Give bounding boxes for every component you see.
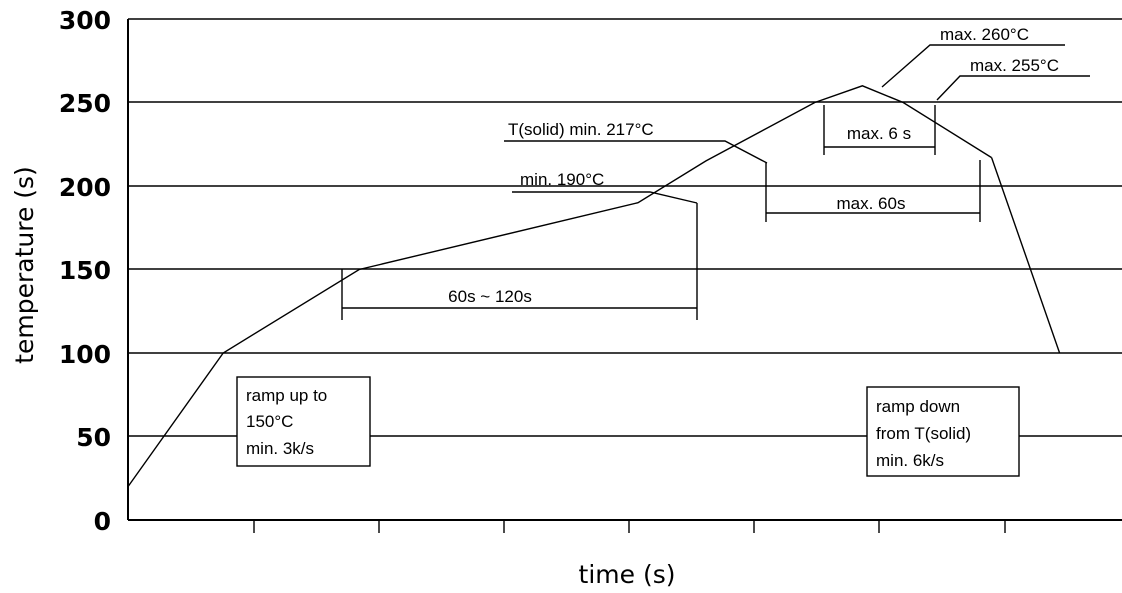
- y-axis-title: temperature (s): [10, 166, 39, 364]
- label-tsolid: T(solid) min. 217°C: [508, 120, 654, 139]
- dimension-lines: [341, 44, 1090, 320]
- ramp-down-line-1: ramp down: [876, 397, 960, 416]
- label-max255: max. 255°C: [970, 56, 1059, 75]
- ramp-down-line-3: min. 6k/s: [876, 451, 944, 470]
- y-tick-300: 300: [59, 6, 111, 35]
- y-tick-0: 0: [94, 507, 111, 536]
- y-tick-250: 250: [59, 89, 111, 118]
- label-max60s: max. 60s: [837, 194, 906, 213]
- label-60-120: 60s ~ 120s: [448, 287, 532, 306]
- x-axis-title: time (s): [579, 560, 676, 589]
- label-min190: min. 190°C: [520, 170, 604, 189]
- leader-max255: [936, 75, 1090, 101]
- ramp-down-annotation: ramp down from T(solid) min. 6k/s: [866, 386, 1020, 477]
- ramp-up-line-2: 150°C: [246, 412, 293, 431]
- label-max6s: max. 6 s: [847, 124, 911, 143]
- y-tick-100: 100: [59, 340, 111, 369]
- x-ticks: [253, 520, 1006, 533]
- ramp-down-line-2: from T(solid): [876, 424, 971, 443]
- leader-min190: [512, 191, 698, 204]
- leader-max260: [881, 44, 1065, 88]
- label-max260: max. 260°C: [940, 25, 1029, 44]
- ramp-up-line-1: ramp up to: [246, 386, 327, 405]
- profile-series: [127, 85, 1061, 488]
- ramp-up-line-3: min. 3k/s: [246, 439, 314, 458]
- y-tick-50: 50: [76, 423, 111, 452]
- y-tick-150: 150: [59, 256, 111, 285]
- profile-line-segment-1: [990, 157, 1061, 354]
- ramp-up-annotation: ramp up to 150°C min. 3k/s: [236, 376, 371, 467]
- leader-tsolid: [504, 140, 768, 164]
- gridlines: [128, 18, 1122, 437]
- y-tick-200: 200: [59, 173, 111, 202]
